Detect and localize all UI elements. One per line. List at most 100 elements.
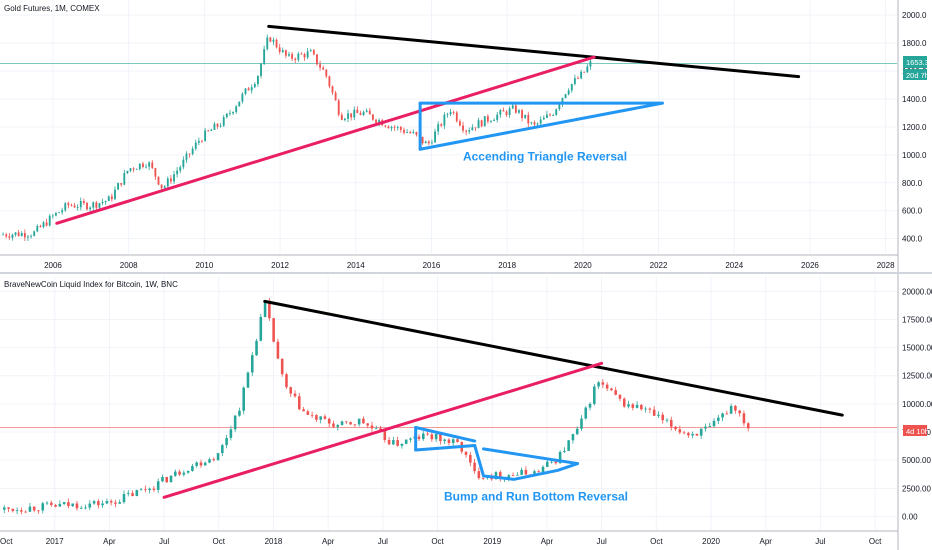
- candle-body: [527, 114, 530, 124]
- candle-body: [465, 130, 468, 132]
- candle-body: [306, 51, 309, 58]
- bump-lower[interactable]: [414, 444, 477, 452]
- candle-body: [165, 476, 169, 483]
- candle-body: [734, 405, 737, 411]
- price-tick-label: 1000.0: [902, 151, 927, 160]
- candle-body: [452, 111, 455, 113]
- candle-body: [20, 233, 23, 237]
- candle-body: [496, 114, 499, 120]
- bitcoin-time-axis: Oct 2017 Apr Jul Oct 2018 Apr Jul Oct 2019 Apr Jul O…: [0, 537, 882, 546]
- candle-body: [185, 153, 188, 160]
- candle-body: [614, 390, 617, 395]
- candle-body: [464, 451, 468, 455]
- candle-body: [256, 75, 259, 85]
- time-tick-label: Jul: [815, 537, 825, 546]
- candle-body: [542, 117, 545, 120]
- candle-body: [331, 86, 334, 93]
- time-tick-label: 2010: [195, 261, 213, 270]
- candle-body: [387, 439, 391, 445]
- candle-body: [32, 506, 36, 511]
- candle-body: [182, 472, 186, 475]
- time-tick-label: 2018: [498, 261, 516, 270]
- candle-body: [95, 202, 98, 208]
- candle-body: [545, 114, 548, 118]
- price-tick-label: 1400.0: [902, 95, 927, 104]
- candle-body: [166, 178, 169, 187]
- candle-body: [499, 110, 502, 115]
- candle-body: [266, 37, 269, 50]
- candle-body: [154, 168, 157, 177]
- triangle-bottom[interactable]: [418, 101, 664, 151]
- candle-body: [204, 130, 207, 141]
- support-line[interactable]: [162, 361, 604, 499]
- candle-body: [549, 114, 551, 116]
- price-tick-label: 15000.00: [902, 344, 932, 353]
- candle-body: [378, 120, 381, 123]
- candle-body: [2, 234, 5, 236]
- price-tick-label: 12500.00: [902, 372, 932, 381]
- candle-body: [746, 423, 750, 429]
- candle-body: [570, 83, 573, 91]
- candle-body: [451, 439, 455, 444]
- candle-body: [593, 386, 596, 404]
- candle-body: [28, 506, 32, 512]
- candle-body: [404, 439, 408, 444]
- candle-body: [573, 78, 576, 84]
- candle-body: [55, 212, 57, 216]
- run-top[interactable]: [482, 447, 580, 466]
- candle-body: [558, 104, 561, 110]
- time-tick-label: 2008: [120, 261, 138, 270]
- candle-body: [64, 203, 67, 211]
- time-tick-label: Apr: [541, 537, 554, 546]
- bitcoin-grid: [0, 276, 897, 530]
- candle-body: [375, 119, 377, 123]
- resistance-line[interactable]: [267, 24, 801, 79]
- bump-top[interactable]: [414, 426, 477, 443]
- candle-body: [477, 120, 480, 129]
- candle-body: [340, 421, 344, 425]
- candle-body: [712, 420, 716, 427]
- candle-body: [545, 461, 549, 467]
- candle-body: [297, 53, 300, 60]
- candle-body: [104, 201, 107, 203]
- run-bottom[interactable]: [473, 444, 580, 481]
- candle-body: [48, 215, 51, 226]
- candle-body: [174, 471, 177, 476]
- candle-body: [67, 203, 70, 206]
- support-line[interactable]: [55, 55, 596, 225]
- candle-body: [82, 201, 85, 203]
- candle-body: [195, 462, 198, 466]
- candle-body: [597, 382, 600, 387]
- candle-body: [203, 462, 207, 466]
- candle-body: [216, 123, 219, 127]
- candle-body: [406, 132, 409, 134]
- candle-body: [392, 440, 395, 445]
- candle-body: [456, 439, 459, 443]
- candle-body: [682, 432, 686, 434]
- candle-body: [353, 424, 357, 426]
- resistance-line[interactable]: [263, 299, 844, 417]
- candle-body: [235, 106, 238, 112]
- time-tick-label: 2012: [271, 261, 289, 270]
- candle-body: [610, 388, 613, 391]
- candle-body: [541, 466, 545, 473]
- candle-body: [298, 396, 301, 410]
- candle-body: [717, 417, 720, 421]
- candle-body: [563, 450, 566, 452]
- candle-body: [618, 394, 622, 399]
- candle-body: [132, 168, 135, 170]
- candle-body: [178, 471, 181, 475]
- candle-body: [336, 424, 340, 427]
- candle-body: [473, 462, 476, 472]
- candle-body: [601, 382, 605, 385]
- candle-body: [422, 433, 425, 440]
- candle-body: [561, 97, 564, 105]
- candle-body: [42, 222, 45, 228]
- candle-body: [511, 475, 515, 477]
- time-tick-label: Jul: [159, 537, 169, 546]
- candle-body: [552, 115, 555, 116]
- candle-body: [120, 183, 123, 185]
- candle-body: [176, 170, 179, 175]
- candle-body: [347, 113, 349, 119]
